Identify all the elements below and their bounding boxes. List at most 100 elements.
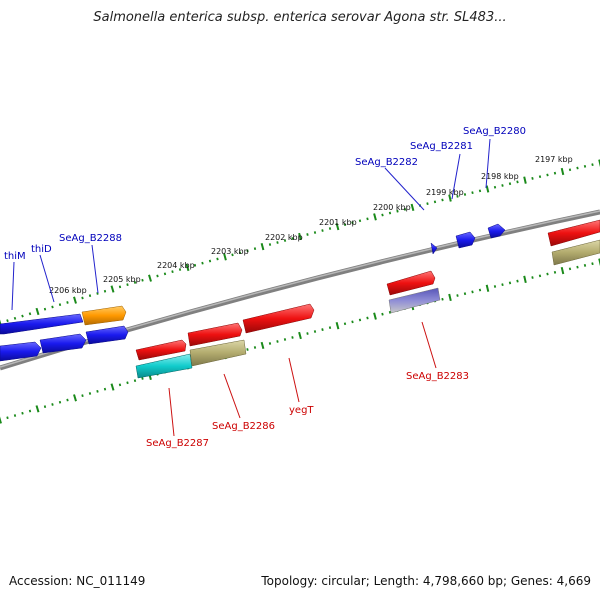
gene-arrow-forward[interactable] [39, 333, 87, 354]
minor-tick [246, 249, 249, 253]
minor-tick [583, 164, 587, 168]
major-tick [485, 284, 490, 292]
gene-label-forward[interactable]: SeAg_B2280 [463, 126, 526, 137]
reverse-leader-lines [168, 321, 437, 437]
feature-olive[interactable] [189, 339, 247, 367]
major-tick [73, 296, 77, 304]
minor-tick [66, 398, 69, 402]
minor-tick [88, 294, 92, 298]
minor-tick [358, 318, 362, 322]
forward-tick-track [0, 159, 600, 327]
major-tick [485, 185, 490, 193]
minor-tick [358, 219, 362, 223]
minor-tick [313, 231, 317, 234]
minor-tick [516, 180, 519, 184]
minor-tick [441, 297, 444, 301]
kbp-label: 2200 kbp [373, 203, 411, 212]
major-tick [560, 266, 565, 275]
major-tick [598, 159, 600, 167]
minor-tick [171, 270, 174, 274]
minor-tick [66, 301, 69, 304]
minor-tick [433, 200, 437, 204]
gene-arrow-forward[interactable] [0, 313, 84, 335]
major-tick [335, 222, 340, 231]
gene-label-forward[interactable]: SeAg_B2281 [410, 141, 473, 152]
gene-arrow-forward[interactable] [85, 325, 129, 345]
gene-label-reverse[interactable]: yegT [289, 405, 314, 416]
minor-tick [81, 394, 84, 398]
gene-arrow-reverse[interactable] [547, 219, 600, 247]
gene-label-reverse[interactable]: SeAg_B2286 [212, 421, 275, 432]
forward-genes [0, 223, 506, 362]
gene-arrow-forward[interactable] [455, 231, 476, 249]
minor-tick [283, 239, 287, 242]
minor-tick [133, 281, 137, 284]
minor-tick [96, 389, 99, 393]
gene-arrow-reverse[interactable] [187, 322, 243, 347]
major-tick [223, 253, 227, 261]
gene-label-reverse[interactable]: SeAg_B2287 [146, 438, 209, 449]
minor-tick [51, 305, 54, 309]
minor-tick [28, 409, 32, 413]
minor-tick [328, 227, 332, 230]
gene-label-forward[interactable]: SeAg_B2288 [59, 233, 122, 244]
feature-purple[interactable] [388, 287, 441, 314]
gene-arrow-reverse[interactable] [135, 339, 187, 361]
minor-tick [28, 312, 32, 316]
gene-label-forward[interactable]: SeAg_B2282 [355, 157, 418, 168]
minor-tick [21, 314, 24, 318]
minor-tick [568, 267, 572, 271]
gene-arrow-forward[interactable] [430, 242, 438, 255]
feature-cyan[interactable] [135, 353, 193, 379]
gene-label-forward[interactable]: thiM [4, 251, 26, 262]
minor-tick [471, 290, 474, 294]
feature-olive[interactable] [551, 239, 600, 266]
minor-tick [6, 319, 9, 323]
major-tick [373, 312, 377, 320]
major-tick [298, 232, 302, 241]
minor-tick [141, 278, 144, 282]
gene-arrow-reverse[interactable] [386, 270, 436, 296]
kbp-label: 2206 kbp [49, 286, 87, 295]
minor-tick [96, 292, 99, 295]
major-tick [560, 167, 565, 176]
gene-label-reverse[interactable]: SeAg_B2283 [406, 371, 469, 382]
minor-tick [366, 217, 369, 221]
gene-arrow-reverse[interactable] [242, 303, 315, 334]
minor-tick [306, 332, 309, 335]
minor-tick [396, 209, 399, 213]
major-tick [448, 194, 452, 202]
minor-tick [231, 253, 234, 257]
minor-tick [291, 336, 294, 339]
minor-tick [58, 303, 62, 307]
minor-tick [156, 274, 159, 278]
major-tick [523, 176, 527, 184]
minor-tick [141, 377, 144, 380]
minor-tick [51, 403, 54, 406]
kbp-label: 2203 kbp [211, 247, 249, 256]
minor-tick [478, 288, 482, 292]
gene-arrow-forward[interactable] [487, 223, 506, 239]
minor-tick [126, 381, 129, 385]
major-tick [35, 405, 40, 413]
forward-leader-lines [11, 138, 491, 311]
minor-tick [43, 405, 47, 409]
gene-arrow-forward[interactable] [0, 341, 42, 362]
gene-arrow-forward[interactable] [81, 305, 127, 326]
minor-tick [508, 281, 512, 285]
minor-tick [193, 263, 197, 267]
minor-tick [133, 379, 137, 383]
minor-tick [381, 213, 384, 217]
minor-tick [493, 285, 497, 288]
minor-tick [478, 189, 482, 193]
minor-tick [501, 283, 504, 287]
gene-label-forward[interactable]: thiD [31, 244, 52, 255]
major-tick [110, 285, 115, 293]
major-tick [335, 322, 340, 330]
kbp-label: 2201 kbp [319, 218, 357, 227]
minor-tick [291, 237, 294, 240]
minor-tick [43, 307, 47, 311]
minor-tick [321, 229, 324, 232]
major-tick [0, 416, 2, 424]
